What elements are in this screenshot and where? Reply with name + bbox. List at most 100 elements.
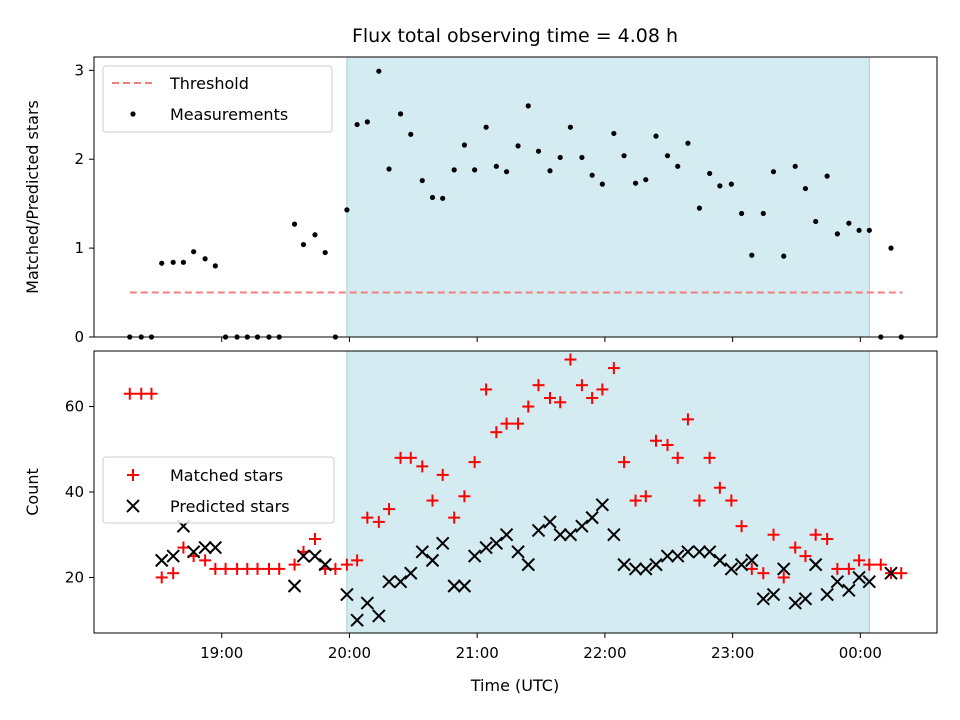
measurement-point: [866, 227, 872, 233]
predicted-star-point: [852, 570, 866, 585]
matched-star-point: [745, 562, 758, 575]
matched-star-point: [512, 417, 525, 430]
predicted-star-point: [628, 562, 643, 576]
measurement-point: [535, 148, 542, 154]
measurement-point: [547, 168, 553, 174]
matched-star-point: [661, 439, 674, 451]
predicted-star-point: [681, 545, 695, 559]
predicted-star-point: [372, 609, 386, 623]
bottom-panel: 19:00 20:00 21:00 22:00 23:00 00:00 20 40 60 Cou…: [23, 350, 938, 695]
measurement-point: [419, 177, 425, 184]
matched-star-point: [693, 494, 706, 507]
bottom-axes-frame: [93, 350, 938, 634]
bottom-legend: Matched stars Predicted stars: [102, 456, 335, 524]
predicted-star-point: [862, 575, 877, 589]
matched-star-point: [404, 451, 417, 464]
matched-star-point: [231, 562, 244, 575]
top-y-axis-label: Matched/Predicted stars: [23, 100, 42, 294]
top-panel: 0 1 2 3 Matched/Predicted stars Threshold M…: [23, 56, 938, 346]
measurement-point: [202, 256, 208, 262]
matched-star-point: [458, 490, 471, 503]
bottom-y-tick-label: 20: [65, 568, 84, 586]
matched-star-point: [490, 426, 503, 439]
measurement-point: [749, 252, 755, 258]
x-tick-label: 21:00: [456, 644, 499, 662]
predicted-star-point: [595, 498, 610, 512]
predicted-star-point: [734, 557, 749, 572]
measurement-point: [653, 133, 659, 139]
matched-star-point: [351, 554, 364, 567]
matched-star-point: [361, 511, 374, 524]
matched-star-point: [671, 451, 684, 464]
matched-star-point: [155, 571, 168, 584]
predicted-star-point: [575, 519, 589, 533]
matched-star-point: [789, 541, 802, 554]
matched-star-point: [241, 562, 254, 575]
predicted-star-point: [511, 545, 525, 559]
matched-star-point: [874, 558, 887, 571]
measurement-point: [212, 263, 218, 269]
matched-star-point: [629, 494, 642, 507]
matched-star-point: [426, 494, 439, 507]
matched-star-point: [340, 558, 353, 571]
measurement-point: [707, 170, 713, 177]
predicted-star-point: [154, 553, 169, 568]
measurement-point: [728, 181, 734, 187]
measurement-point: [802, 185, 809, 192]
x-tick-label: 00:00: [839, 644, 882, 662]
matched-star-point: [500, 417, 513, 430]
matched-star-point: [468, 456, 481, 469]
matched-star-point: [767, 528, 780, 541]
matched-star-point: [639, 490, 652, 503]
matched-star-point: [757, 567, 770, 580]
matched-star-point: [831, 562, 844, 575]
matched-star-point: [416, 460, 429, 473]
measurement-point: [386, 166, 392, 172]
measurement-point: [312, 232, 318, 238]
top-y-tick-label: 1: [74, 239, 84, 257]
legend-threshold-label: Threshold: [169, 74, 249, 93]
measurement-point: [770, 169, 777, 175]
predicted-star-point: [308, 549, 322, 563]
predicted-star-point: [198, 540, 212, 555]
matched-star-point: [575, 379, 588, 392]
measurement-point: [180, 259, 187, 265]
observing-window-top: [346, 56, 870, 338]
measurement-point: [344, 207, 350, 213]
x-axis-label: Time (UTC): [470, 676, 559, 695]
measurement-point: [738, 210, 745, 217]
top-y-tick-label: 0: [74, 328, 84, 346]
matched-star-point: [123, 387, 136, 400]
measurement-point: [664, 153, 671, 159]
bottom-y-tick-label: 40: [65, 483, 84, 501]
matched-star-point: [777, 571, 790, 584]
predicted-star-point: [617, 557, 631, 572]
predicted-star-point: [447, 579, 461, 593]
matched-star-point: [135, 387, 148, 400]
predicted-star-point: [350, 613, 364, 627]
measurement-point: [696, 205, 703, 211]
top-axes-frame: [93, 56, 938, 338]
matched-star-point: [262, 562, 275, 575]
measurement-point: [322, 249, 328, 256]
matched-star-point: [703, 451, 716, 464]
predicted-star-point: [186, 545, 201, 559]
measurement-point: [451, 167, 457, 173]
measurement-point: [300, 241, 307, 248]
legend-predicted-swatch: [126, 499, 140, 513]
matched-star-point: [725, 494, 738, 507]
measurement-point: [472, 167, 478, 173]
matched-star-point: [288, 558, 301, 571]
measurement-point: [493, 163, 499, 169]
matched-star-point: [532, 379, 545, 392]
top-y-tick-label: 2: [74, 150, 84, 168]
predicted-star-point: [766, 587, 781, 602]
matched-star-point: [799, 550, 812, 563]
predicted-star-point: [639, 562, 653, 576]
matched-star-point: [167, 567, 180, 580]
predicted-star-point: [660, 549, 675, 563]
matched-star-point: [842, 562, 855, 575]
predicted-star-point: [287, 579, 302, 593]
matched-star-point: [863, 558, 876, 571]
measurement-point: [170, 259, 176, 265]
